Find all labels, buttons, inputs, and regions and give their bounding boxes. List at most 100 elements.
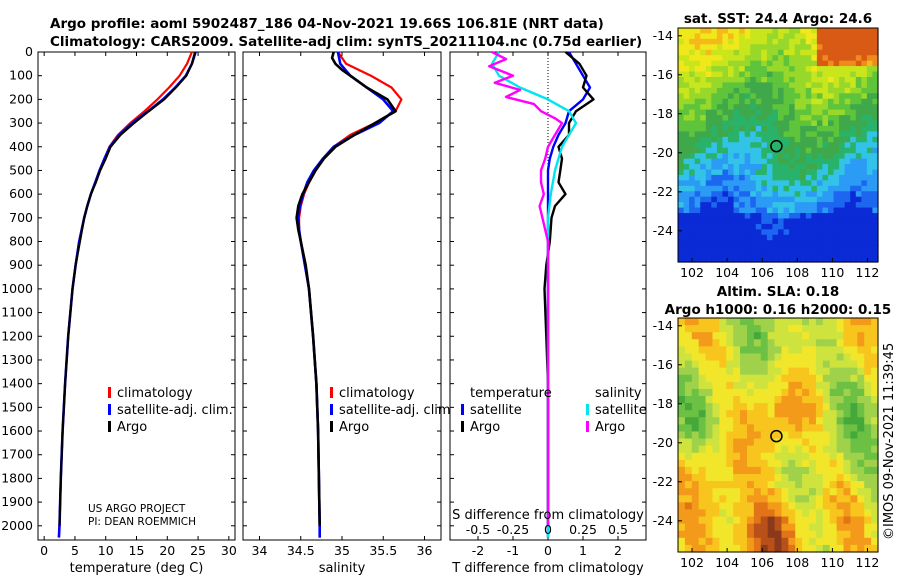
- map-cell: [772, 180, 779, 187]
- legend-label: Argo: [117, 420, 147, 435]
- y-tick-label: 200: [9, 91, 33, 106]
- map-cell: [740, 381, 748, 390]
- map-cell: [744, 60, 751, 67]
- map-cell: [822, 82, 829, 89]
- map-cell: [760, 537, 769, 546]
- map-cell: [811, 142, 818, 149]
- map-cell: [864, 424, 872, 433]
- map-cell: [844, 213, 851, 220]
- map-cell: [694, 60, 701, 67]
- y-tick-label: 600: [9, 186, 33, 201]
- map-cell: [700, 196, 707, 203]
- map-cell: [739, 33, 746, 40]
- map-cell: [733, 495, 741, 503]
- map-cell: [788, 481, 796, 489]
- map-cell: [822, 218, 829, 225]
- map-cell: [816, 207, 824, 214]
- map-cell: [822, 44, 829, 51]
- map-cell: [805, 76, 812, 84]
- map-cell: [802, 452, 810, 461]
- map-cell: [809, 346, 817, 355]
- map-cell: [800, 207, 807, 214]
- map-cell: [772, 234, 779, 241]
- map-cell: [789, 185, 796, 192]
- x-tick-label: 5: [71, 543, 79, 558]
- map-cell: [829, 360, 838, 369]
- map-cell: [850, 353, 858, 362]
- map-cell: [744, 223, 751, 230]
- map-cell: [774, 388, 783, 397]
- map-cell: [843, 417, 852, 425]
- map-cell: [700, 66, 707, 73]
- map-cell: [716, 240, 724, 247]
- map-cell: [728, 196, 735, 203]
- legend-swatch: [586, 421, 589, 432]
- map-cell: [794, 174, 801, 181]
- map-cell: [839, 60, 846, 67]
- map-cell: [698, 544, 707, 553]
- map-cell: [728, 207, 735, 214]
- map-cell: [850, 218, 857, 225]
- map-cell: [822, 136, 829, 143]
- map-cell: [802, 360, 810, 369]
- map-cell: [705, 431, 714, 440]
- map-cell: [836, 325, 845, 333]
- map-cell: [761, 131, 768, 138]
- map-cell: [678, 158, 685, 165]
- map-cell: [739, 164, 746, 171]
- map-cell: [691, 537, 700, 546]
- map-cell: [684, 530, 693, 539]
- map-cell: [815, 509, 824, 518]
- map-cell: [722, 213, 729, 220]
- map-cell: [805, 153, 812, 160]
- map-cell: [843, 452, 852, 461]
- map-cell: [753, 410, 762, 418]
- map-cell: [778, 245, 785, 252]
- map-cell: [694, 213, 701, 220]
- map-cell: [761, 125, 768, 132]
- map-cell: [778, 169, 785, 176]
- map-cell: [772, 125, 779, 132]
- map-cell: [857, 438, 865, 447]
- map-cell: [783, 87, 790, 94]
- map-cell: [815, 452, 824, 461]
- map-cell: [726, 438, 734, 447]
- map-cell: [800, 218, 807, 225]
- map-cell: [753, 381, 762, 390]
- map-cell: [794, 234, 801, 241]
- map-cell: [684, 374, 693, 383]
- map-cell: [872, 71, 879, 78]
- map-cell: [789, 142, 796, 149]
- map-cell: [678, 142, 685, 149]
- map-cell: [794, 147, 801, 154]
- map-cell: [872, 207, 879, 214]
- map-cell: [788, 474, 796, 482]
- map-cell: [760, 346, 769, 355]
- map-cell: [864, 530, 872, 539]
- map-cell: [722, 234, 729, 241]
- map-cell: [733, 131, 740, 138]
- map-cell: [700, 207, 707, 214]
- map-cell: [711, 223, 718, 230]
- map-cell: [761, 98, 768, 105]
- map-cell: [700, 136, 707, 143]
- map-cell: [716, 164, 724, 171]
- map-cell: [767, 339, 776, 347]
- map-cell: [678, 196, 685, 203]
- map-cell: [844, 196, 851, 203]
- map-cell: [811, 213, 818, 220]
- map-cell: [789, 213, 796, 220]
- map-cell: [839, 180, 846, 187]
- map-cell: [816, 87, 824, 94]
- map-cell: [781, 367, 789, 376]
- map-cell: [839, 185, 846, 192]
- map-cell: [802, 396, 810, 404]
- map-cell: [789, 28, 796, 35]
- map-cell: [760, 339, 769, 347]
- map-cell: [683, 185, 690, 192]
- map-cell: [809, 403, 817, 411]
- map-cell: [800, 38, 807, 45]
- map-cell: [836, 388, 845, 397]
- map-cell: [684, 381, 693, 390]
